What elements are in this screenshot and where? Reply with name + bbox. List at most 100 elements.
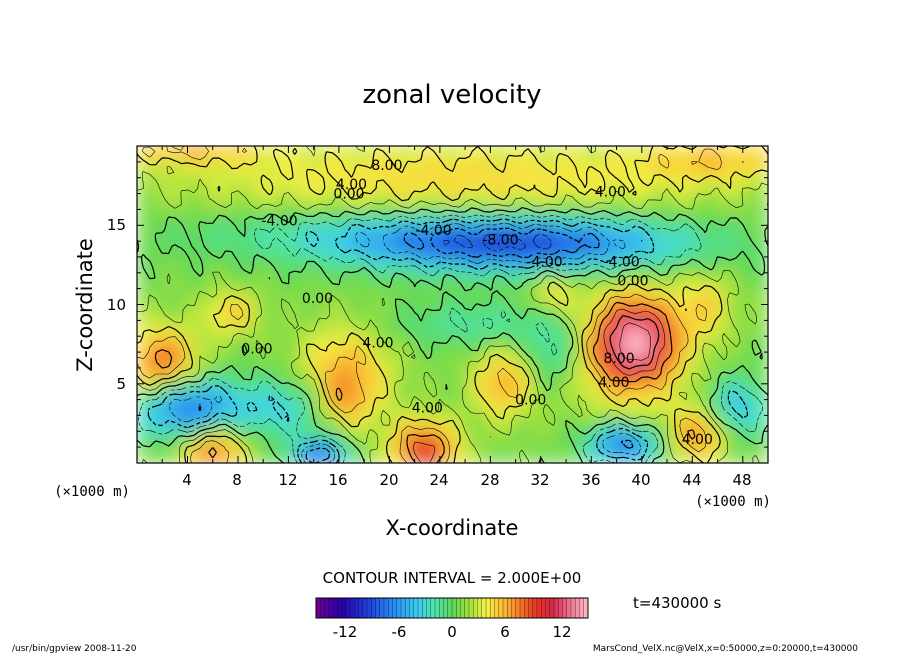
field-cell bbox=[502, 315, 510, 321]
field-cell bbox=[616, 441, 624, 448]
field-cell bbox=[313, 383, 321, 390]
field-cell bbox=[616, 225, 624, 232]
field-cell bbox=[137, 373, 144, 380]
field-cell bbox=[559, 383, 567, 390]
field-cell bbox=[484, 341, 491, 348]
field-cell bbox=[540, 241, 548, 247]
field-cell bbox=[174, 436, 182, 443]
field-cell bbox=[402, 235, 409, 242]
field-cell bbox=[654, 420, 662, 427]
field-cell bbox=[496, 278, 504, 284]
field-cell bbox=[282, 320, 290, 327]
field-cell bbox=[736, 267, 744, 274]
field-cell bbox=[149, 235, 157, 242]
field-cell bbox=[395, 251, 403, 258]
field-cell bbox=[484, 378, 491, 385]
field-cell bbox=[319, 404, 327, 411]
field-cell bbox=[502, 304, 510, 311]
field-cell bbox=[250, 315, 258, 321]
field-cell bbox=[616, 399, 624, 406]
field-cell bbox=[250, 272, 258, 279]
field-cell bbox=[742, 410, 750, 417]
field-cell bbox=[137, 272, 144, 279]
field-cell bbox=[578, 209, 586, 216]
field-cell bbox=[660, 362, 668, 369]
field-cell bbox=[692, 272, 700, 279]
field-cell bbox=[181, 283, 189, 290]
field-cell bbox=[155, 330, 163, 337]
field-cell bbox=[515, 378, 523, 385]
field-cell bbox=[250, 267, 258, 274]
field-cell bbox=[338, 336, 346, 343]
field-cell bbox=[749, 431, 756, 438]
field-cell bbox=[237, 378, 245, 385]
field-cell bbox=[446, 299, 454, 306]
field-cell bbox=[597, 288, 605, 295]
field-cell bbox=[654, 352, 662, 358]
field-cell bbox=[458, 441, 466, 448]
field-cell bbox=[244, 251, 252, 258]
field-cell bbox=[149, 447, 157, 454]
field-cell bbox=[181, 246, 189, 253]
field-cell bbox=[641, 436, 649, 443]
field-cell bbox=[439, 404, 447, 411]
field-cell bbox=[389, 431, 397, 438]
field-cell bbox=[143, 457, 151, 463]
field-cell bbox=[256, 436, 264, 443]
field-cell bbox=[502, 426, 510, 432]
field-cell bbox=[534, 357, 542, 364]
field-cell bbox=[667, 441, 674, 448]
field-cell bbox=[319, 325, 327, 332]
field-cell bbox=[395, 262, 403, 269]
field-cell bbox=[446, 309, 454, 316]
field-cell bbox=[319, 299, 327, 306]
field-cell bbox=[717, 420, 725, 427]
field-cell bbox=[723, 251, 731, 258]
field-cell bbox=[667, 272, 674, 279]
field-cell bbox=[155, 214, 163, 221]
field-cell bbox=[717, 241, 725, 247]
field-cell bbox=[648, 272, 656, 279]
field-cell bbox=[225, 214, 233, 221]
field-cell bbox=[313, 415, 321, 422]
field-cell bbox=[219, 362, 226, 369]
field-cell bbox=[597, 436, 605, 443]
field-cell bbox=[591, 251, 599, 258]
field-cell bbox=[585, 447, 592, 454]
field-cell bbox=[187, 225, 195, 232]
field-cell bbox=[439, 452, 447, 459]
field-cell bbox=[364, 293, 372, 300]
field-cell bbox=[338, 447, 346, 454]
field-cell bbox=[250, 357, 258, 364]
field-cell bbox=[679, 410, 687, 417]
field-cell bbox=[704, 256, 712, 263]
field-cell bbox=[326, 251, 334, 258]
field-cell bbox=[477, 336, 485, 343]
field-cell bbox=[679, 447, 687, 454]
field-cell bbox=[351, 225, 359, 232]
field-cell bbox=[439, 204, 447, 210]
field-cell bbox=[143, 325, 151, 332]
field-cell bbox=[389, 457, 397, 463]
field-cell bbox=[742, 251, 750, 258]
field-cell bbox=[553, 293, 561, 300]
field-cell bbox=[484, 299, 491, 306]
field-cell bbox=[137, 410, 144, 417]
field-cell bbox=[704, 288, 712, 295]
field-cell bbox=[313, 410, 321, 417]
field-cell bbox=[528, 230, 536, 237]
field-cell bbox=[515, 336, 523, 343]
field-cell bbox=[364, 262, 372, 269]
field-cell bbox=[679, 251, 687, 258]
field-cell bbox=[591, 246, 599, 253]
field-cell bbox=[496, 410, 504, 417]
field-cell bbox=[389, 330, 397, 337]
field-cell bbox=[427, 288, 435, 295]
field-cell bbox=[572, 204, 580, 210]
field-cell bbox=[521, 404, 529, 411]
field-cell bbox=[237, 362, 245, 369]
field-cell bbox=[395, 309, 403, 316]
field-cell bbox=[414, 230, 422, 237]
field-cell bbox=[622, 362, 630, 369]
field-cell bbox=[269, 272, 277, 279]
